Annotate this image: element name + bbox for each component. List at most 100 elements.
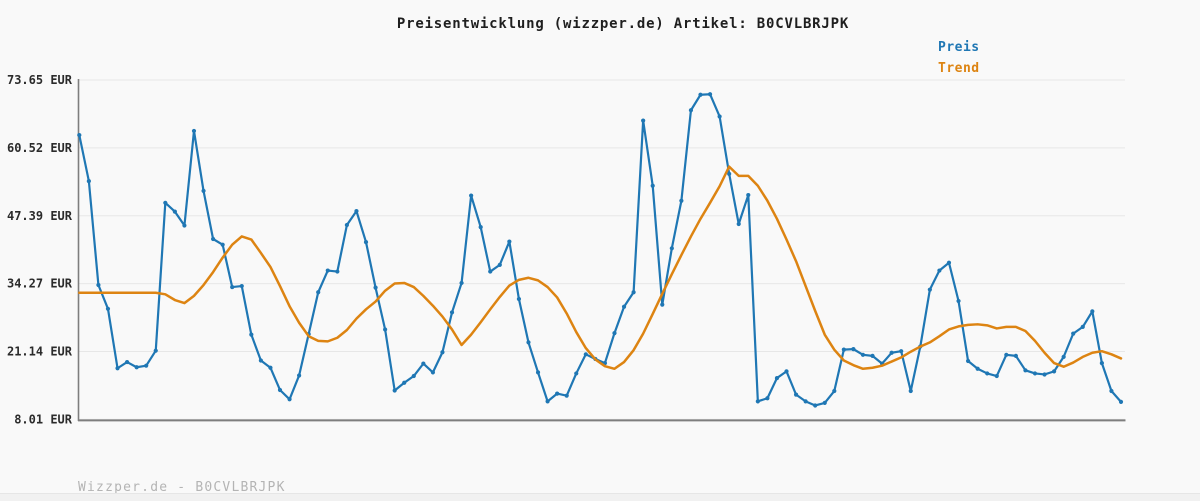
price-point bbox=[793, 392, 799, 397]
price-point bbox=[430, 370, 436, 375]
price-point bbox=[574, 371, 579, 376]
price-point bbox=[86, 178, 91, 184]
price-point bbox=[956, 298, 961, 304]
trend-line bbox=[78, 165, 1123, 371]
price-point bbox=[631, 290, 636, 295]
price-point bbox=[210, 236, 216, 242]
price-point bbox=[813, 403, 818, 408]
price-point bbox=[507, 239, 512, 244]
price-point bbox=[707, 92, 713, 97]
watermark-text: Wizzper.de - B0CVLBRJPK bbox=[78, 480, 286, 495]
price-point bbox=[946, 260, 952, 265]
price-point bbox=[1061, 354, 1066, 359]
price-point bbox=[1090, 309, 1095, 314]
price-point bbox=[994, 373, 999, 379]
price-point bbox=[239, 283, 244, 289]
price-point bbox=[163, 200, 168, 205]
price-point bbox=[335, 269, 340, 274]
price-point bbox=[249, 332, 254, 337]
price-point bbox=[516, 296, 522, 302]
price-point bbox=[77, 132, 82, 138]
price-point bbox=[1042, 372, 1047, 377]
price-point bbox=[975, 366, 980, 371]
price-point bbox=[1023, 368, 1028, 373]
price-point bbox=[535, 370, 541, 375]
price-point bbox=[870, 353, 875, 358]
price-point bbox=[124, 359, 130, 365]
y-tick-label: 60.52 EUR bbox=[7, 141, 73, 155]
price-point bbox=[899, 349, 904, 354]
price-point bbox=[526, 340, 531, 345]
price-point bbox=[727, 171, 732, 176]
price-point bbox=[1052, 369, 1057, 374]
price-point bbox=[774, 375, 780, 381]
price-point bbox=[621, 304, 627, 309]
price-point bbox=[459, 280, 464, 286]
price-point bbox=[650, 183, 655, 188]
price-point bbox=[316, 290, 321, 295]
bottom-band bbox=[0, 493, 1200, 501]
price-point bbox=[191, 128, 197, 134]
price-point bbox=[660, 302, 665, 307]
price-point bbox=[765, 396, 770, 401]
page-title: Preisentwicklung (wizzper.de) Artikel: B… bbox=[396, 16, 850, 32]
price-point bbox=[545, 399, 550, 404]
price-line bbox=[78, 93, 1123, 407]
price-point bbox=[325, 268, 330, 273]
chart-legend: Preis Trend bbox=[938, 39, 980, 77]
price-point bbox=[822, 400, 827, 406]
price-point bbox=[927, 287, 932, 292]
price-point bbox=[144, 363, 149, 368]
price-point bbox=[698, 92, 703, 97]
price-markers bbox=[77, 92, 1124, 408]
price-point bbox=[421, 361, 426, 366]
price-point bbox=[1013, 353, 1018, 358]
price-point bbox=[297, 373, 302, 378]
price-point bbox=[755, 399, 760, 404]
price-point bbox=[688, 108, 694, 113]
price-point bbox=[258, 358, 263, 363]
price-point bbox=[1118, 399, 1124, 404]
y-tick-label: 21.14 EUR bbox=[7, 345, 73, 359]
price-point bbox=[641, 118, 646, 123]
price-point bbox=[736, 221, 741, 227]
price-point bbox=[1099, 360, 1104, 366]
price-point bbox=[717, 114, 722, 119]
price-point bbox=[564, 393, 569, 398]
price-point bbox=[985, 371, 990, 376]
price-point bbox=[832, 388, 837, 394]
price-point bbox=[488, 269, 493, 274]
legend-item-trend: Trend bbox=[938, 61, 980, 76]
price-point bbox=[803, 399, 808, 404]
price-point bbox=[134, 365, 139, 370]
price-point bbox=[105, 306, 111, 311]
price-point bbox=[363, 239, 369, 245]
price-point bbox=[172, 209, 177, 214]
price-point bbox=[841, 347, 846, 352]
price-point bbox=[965, 358, 971, 364]
price-point bbox=[182, 223, 187, 228]
price-point bbox=[1032, 371, 1038, 376]
price-point bbox=[889, 350, 894, 355]
y-tick-label: 73.65 EUR bbox=[7, 73, 73, 87]
price-point bbox=[1109, 388, 1114, 394]
price-point bbox=[96, 282, 101, 288]
price-point bbox=[277, 387, 283, 393]
price-point bbox=[497, 262, 502, 267]
price-point bbox=[746, 192, 751, 198]
price-point bbox=[937, 268, 942, 273]
price-point bbox=[220, 242, 225, 247]
price-point bbox=[201, 188, 206, 194]
price-point bbox=[287, 397, 292, 402]
price-point bbox=[612, 331, 617, 336]
price-point bbox=[411, 373, 416, 379]
price-point bbox=[469, 193, 474, 198]
price-point bbox=[1071, 331, 1076, 336]
y-tick-label: 34.27 EUR bbox=[7, 277, 73, 291]
price-point bbox=[153, 348, 158, 353]
price-point bbox=[555, 391, 560, 396]
price-point bbox=[115, 366, 120, 371]
price-point bbox=[449, 310, 455, 315]
price-point bbox=[402, 380, 407, 385]
